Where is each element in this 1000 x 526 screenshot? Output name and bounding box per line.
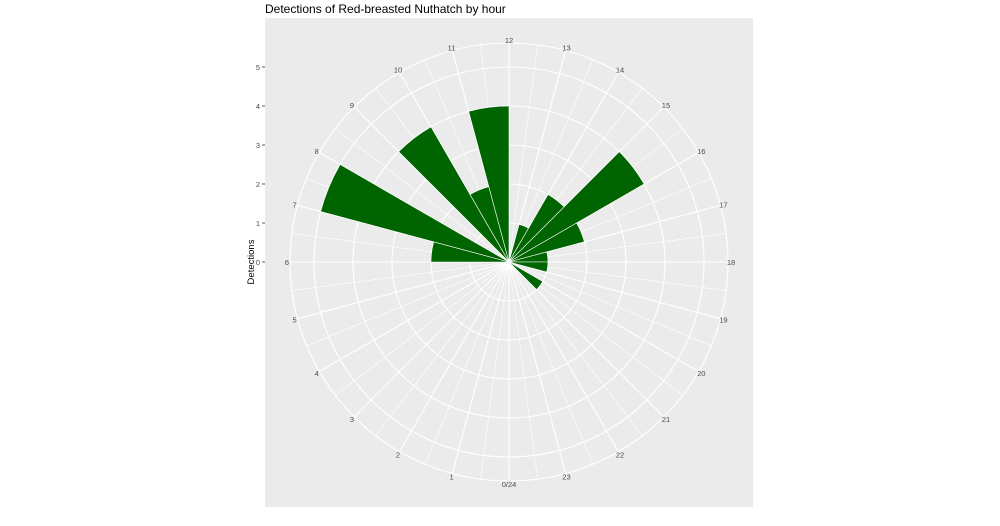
y-tick-label: 4 [256,102,260,111]
x-tick-label: 12 [505,36,513,45]
minor-gridline [508,261,538,480]
x-tick-label: 11 [448,44,456,53]
x-tick-label: 6 [285,258,289,267]
minor-gridline [508,261,594,465]
major-gridline [297,261,510,320]
minor-gridline [480,261,510,480]
minor-gridline [291,261,510,291]
chart-title: Detections of Red-breasted Nuthatch by h… [265,2,506,16]
x-tick-label: 22 [616,450,624,459]
bar-hour-15 [508,151,645,263]
x-tick-label: 20 [697,369,705,378]
x-tick-label: 15 [662,101,670,110]
x-tick-label: 21 [662,415,670,424]
bar-hour-18 [508,261,549,273]
x-tick-label: 10 [394,66,402,75]
bar-hour-7 [320,164,510,263]
bar-hour-11 [468,105,510,263]
major-gridline [399,261,510,452]
x-tick-label: 18 [727,258,735,267]
minor-gridline [424,261,510,465]
bar-hour-9 [398,126,510,263]
x-tick-label: 8 [315,147,319,156]
major-gridline [508,261,567,474]
x-tick-label: 13 [562,44,570,53]
x-tick-label: 7 [292,201,296,210]
major-gridline [353,261,510,418]
x-tick-label: 5 [292,315,296,324]
major-gridline [319,261,510,372]
minor-gridline [335,128,510,263]
x-tick-label: 0/24 [502,480,517,489]
x-tick-label: 4 [315,369,319,378]
x-tick-label: 14 [616,66,624,75]
minor-gridline [508,44,538,263]
x-tick-label: 2 [396,450,400,459]
x-tick-label: 19 [719,315,727,324]
y-tick-label: 0 [256,258,260,267]
major-gridline [451,261,510,474]
y-tick-label: 1 [256,219,260,228]
x-tick-label: 23 [562,472,570,481]
x-tick-label: 3 [350,415,354,424]
x-tick-label: 9 [350,101,354,110]
y-tick-label: 2 [256,180,260,189]
x-tick-label: 1 [449,472,453,481]
bar-hour-16 [508,222,585,263]
x-tick-label: 16 [697,147,705,156]
y-axis-label: Detections [246,239,257,284]
minor-gridline [375,261,510,436]
y-tick-label: 3 [256,141,260,150]
x-tick-label: 17 [719,201,727,210]
minor-gridline [508,261,643,436]
bar-hour-20 [508,261,544,291]
major-gridline [508,261,619,452]
minor-gridline [508,261,712,347]
minor-gridline [306,261,510,347]
y-tick-label: 5 [256,63,260,72]
minor-gridline [335,261,510,396]
